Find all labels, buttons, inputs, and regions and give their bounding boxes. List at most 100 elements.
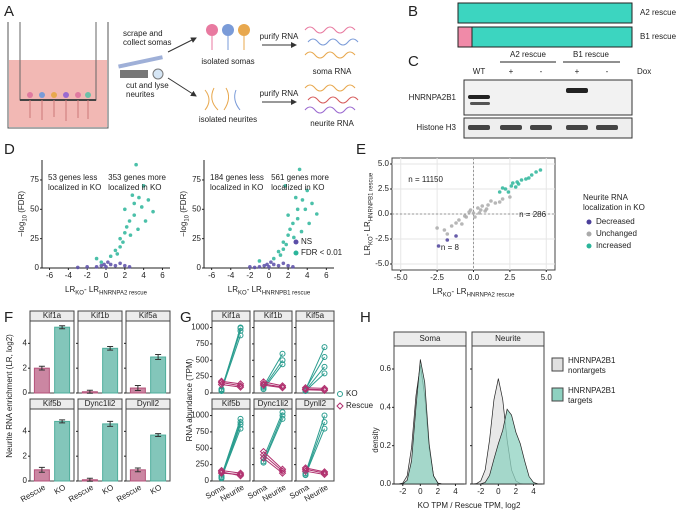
b1-exon: [457, 26, 473, 48]
y-tick-label: -5.0: [375, 259, 389, 268]
replicate-line: [305, 467, 325, 473]
y-tick-label: 750: [196, 339, 210, 348]
replicate-line: [305, 415, 325, 474]
y-tick-label: 1000: [191, 323, 209, 332]
point: [513, 185, 518, 189]
point: [301, 464, 310, 472]
y-tick-label: 0: [205, 476, 210, 485]
facet-title: Kif5a: [139, 311, 158, 320]
legend-swatch: [551, 357, 564, 372]
x-tick-label: -2.5: [430, 273, 444, 282]
legend-label: HNRNPA2B1: [568, 386, 616, 395]
error-bar: [134, 385, 141, 392]
point: [509, 184, 514, 188]
label-part: HNRNPB1 rescue: [368, 172, 374, 221]
replicate-line: [263, 353, 283, 387]
panel-label: F: [4, 309, 13, 326]
bar: [54, 420, 71, 482]
legend-swatch: [551, 387, 564, 402]
point: [236, 380, 245, 388]
lane-label: -: [540, 67, 543, 76]
point: [94, 256, 99, 261]
point: [310, 201, 314, 206]
y-tick-label: 4: [23, 426, 28, 435]
panel: [295, 320, 335, 394]
label-part: (FDR): [17, 191, 26, 215]
y-tick-label: 250: [196, 372, 210, 381]
x-tick-label: 4: [531, 487, 536, 496]
x-tick-label: 4: [305, 271, 310, 280]
point: [301, 386, 310, 394]
annotation: 53 genes less: [48, 173, 97, 182]
legend-swatch: [336, 402, 344, 410]
error-bar: [107, 420, 114, 427]
facet-title: Dync1li2: [258, 399, 289, 408]
point: [276, 249, 281, 254]
lane-label: +: [509, 67, 514, 76]
density-area: [394, 359, 465, 485]
point: [314, 212, 319, 216]
panel: [253, 408, 293, 482]
point: [237, 421, 244, 428]
point: [279, 361, 286, 368]
y-tick-label: 0: [205, 388, 210, 397]
point: [102, 262, 106, 267]
replicate-line: [305, 470, 325, 475]
point: [519, 178, 524, 182]
y-tick-label: 4: [23, 338, 28, 347]
point: [295, 207, 300, 212]
replicate-line: [263, 457, 283, 474]
point: [286, 233, 290, 237]
error-bar: [107, 345, 114, 351]
y-tick-label: 500: [196, 355, 210, 364]
point: [123, 207, 127, 212]
y-tick-label: 25: [30, 234, 39, 243]
point: [297, 167, 302, 172]
panel: [211, 320, 251, 394]
point: [118, 236, 122, 241]
point: [121, 240, 125, 244]
b1-construct: [471, 26, 633, 48]
point: [476, 206, 480, 210]
step-label: purify RNA: [260, 89, 299, 98]
label-part: KO: [443, 292, 452, 298]
x-tick-label: 0: [104, 271, 109, 280]
panel-label: A: [4, 3, 14, 20]
x-tick-label: Rescue: [19, 482, 47, 504]
replicate-line: [263, 359, 283, 389]
point: [281, 247, 286, 252]
facet-title: Kif1b: [264, 311, 283, 320]
error-bar: [59, 325, 66, 330]
panel: [211, 408, 251, 482]
cells: [27, 92, 91, 98]
facet-title: Dync1li2: [85, 399, 116, 408]
point: [99, 263, 104, 268]
point: [217, 380, 226, 389]
bar: [150, 356, 167, 394]
blot-box: [463, 79, 633, 116]
point: [130, 193, 135, 198]
label-part: LR: [433, 287, 443, 296]
product-label: neurite RNA: [310, 119, 354, 128]
label-part: −log: [179, 222, 188, 237]
y-tick-label: 2.5: [378, 184, 390, 193]
annotation: localized in KO: [48, 183, 101, 192]
point: [236, 469, 245, 477]
blade: [120, 70, 148, 78]
facet-title: Kif5b: [43, 399, 62, 408]
x-tick-label: 0: [267, 271, 272, 280]
annotation: localized in KO: [108, 183, 161, 192]
point: [278, 382, 287, 390]
label-part: HNRNPB1 rescue: [262, 290, 311, 296]
y-tick-label: 750: [196, 427, 210, 436]
point: [281, 261, 286, 266]
bar: [33, 367, 50, 394]
point: [279, 409, 286, 416]
x-tick-label: 5.0: [541, 273, 553, 282]
somas: [206, 24, 250, 50]
y-tick-label: 0: [197, 263, 202, 272]
point: [85, 265, 89, 269]
point: [500, 197, 505, 201]
point: [302, 388, 309, 395]
